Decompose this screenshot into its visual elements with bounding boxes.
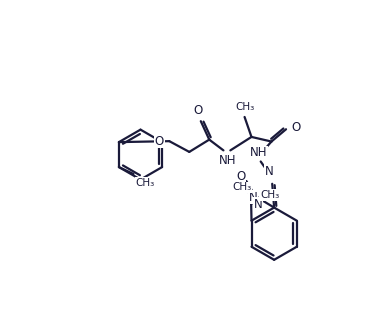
Text: N: N [265, 165, 274, 177]
Text: N: N [253, 198, 262, 211]
Text: NH: NH [250, 146, 267, 159]
Text: O: O [194, 104, 203, 117]
Text: O: O [155, 135, 164, 148]
Text: CH₃: CH₃ [232, 182, 251, 192]
Text: O: O [236, 170, 246, 183]
Text: N: N [249, 191, 257, 204]
Text: NH: NH [219, 154, 237, 167]
Text: CH₃: CH₃ [135, 178, 155, 188]
Text: CH₃: CH₃ [235, 102, 254, 112]
Text: O: O [291, 121, 300, 134]
Text: CH₃: CH₃ [261, 190, 280, 200]
